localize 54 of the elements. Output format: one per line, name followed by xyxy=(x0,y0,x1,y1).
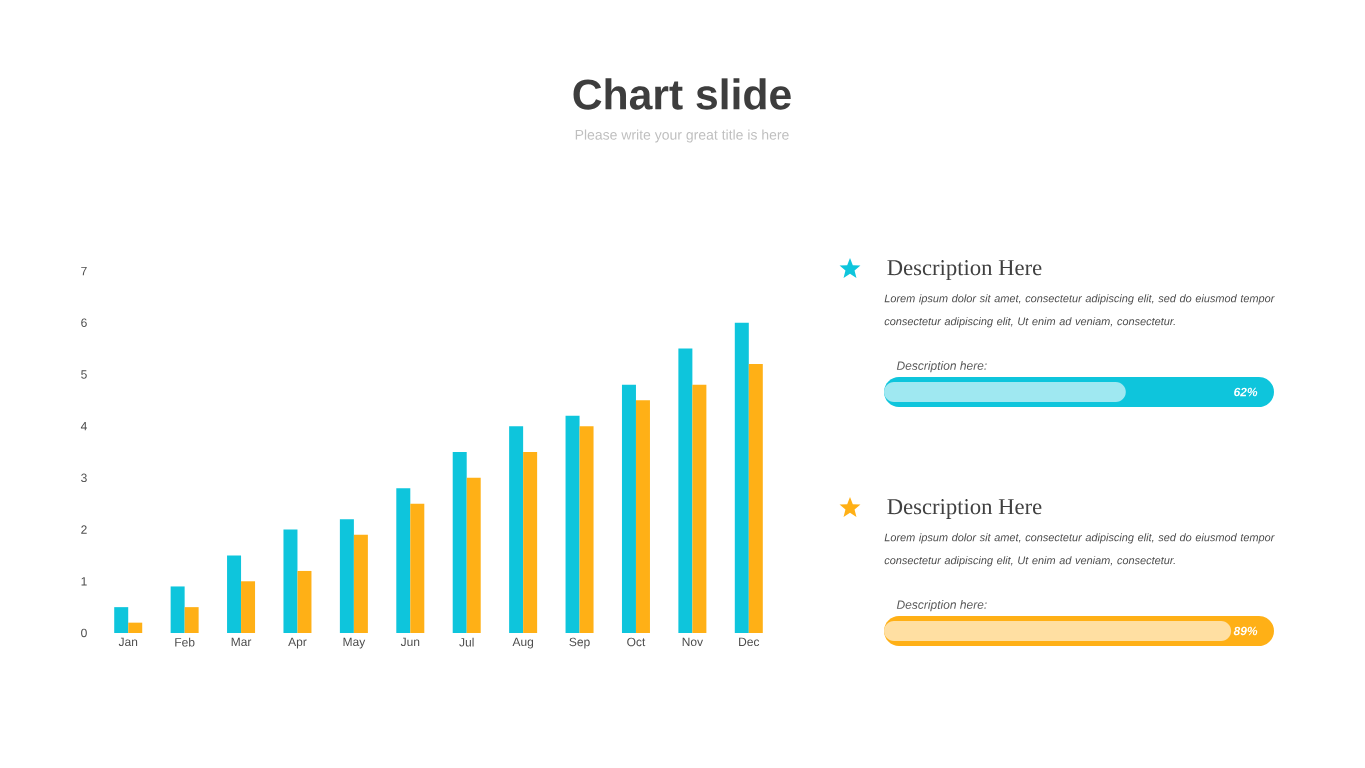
x-tick-label: Aug xyxy=(512,637,534,649)
x-tick-label: Apr xyxy=(288,637,307,649)
x-tick-label: Dec xyxy=(739,637,760,647)
y-tick-label: 5 xyxy=(81,370,87,379)
bar xyxy=(635,400,650,633)
bar xyxy=(565,415,580,633)
bar xyxy=(734,322,749,633)
data-label: 89% xyxy=(1233,626,1258,636)
y-tick-label: 0 xyxy=(81,628,87,638)
bar xyxy=(410,503,425,633)
bar xyxy=(523,452,538,633)
text: Description here: xyxy=(896,600,987,612)
bar xyxy=(297,570,312,633)
text: Description here: xyxy=(896,361,987,373)
bar xyxy=(579,426,594,633)
text: Lorem ipsum dolor sit amet, consectetur adipiscing elit, sed do eiusmod tempor consectetur adipiscing elit, Ut enim ad veniam, consectetur. xyxy=(884,294,1275,328)
x-tick-label: Feb xyxy=(175,637,195,647)
bar xyxy=(509,426,524,633)
bar xyxy=(692,384,707,633)
y-tick-label: 2 xyxy=(81,525,87,534)
x-tick-label: Jul xyxy=(459,637,474,647)
bar xyxy=(396,488,411,633)
x-tick-label: Mar xyxy=(231,637,252,647)
y-tick-label: 3 xyxy=(81,473,87,483)
bar xyxy=(452,452,467,633)
y-tick-label: 6 xyxy=(81,318,87,327)
y-tick-label: 1 xyxy=(81,577,87,586)
bar xyxy=(466,477,481,633)
data-label: 62% xyxy=(1234,387,1258,397)
bar xyxy=(170,586,185,633)
x-tick-label: May xyxy=(343,637,366,649)
x-tick-label: Jun xyxy=(400,637,420,647)
bar xyxy=(353,534,368,633)
bar xyxy=(748,364,763,633)
chart-subtitle: Please write your great title is here xyxy=(575,129,789,143)
text: Description Here xyxy=(887,260,1042,280)
bar xyxy=(283,529,298,633)
x-tick-label: Oct xyxy=(627,637,646,647)
chart-title: Chart slide xyxy=(573,78,791,110)
y-tick-label: 7 xyxy=(81,266,87,276)
x-tick-label: Nov xyxy=(682,637,704,647)
bar xyxy=(184,607,199,633)
bar xyxy=(114,607,129,633)
bar xyxy=(227,555,242,633)
bar xyxy=(621,384,636,633)
bar xyxy=(128,622,143,633)
bar xyxy=(241,581,256,633)
text: Description Here xyxy=(887,499,1042,519)
x-tick-label: Sep xyxy=(569,637,590,649)
text: Lorem ipsum dolor sit amet, consectetur adipiscing elit, sed do eiusmod tempor consectetur adipiscing elit, Ut enim ad veniam, consectetur. xyxy=(884,533,1275,567)
x-tick-label: Jan xyxy=(118,637,138,647)
bar xyxy=(678,348,693,633)
y-tick-label: 4 xyxy=(80,422,87,431)
bar xyxy=(339,519,354,633)
